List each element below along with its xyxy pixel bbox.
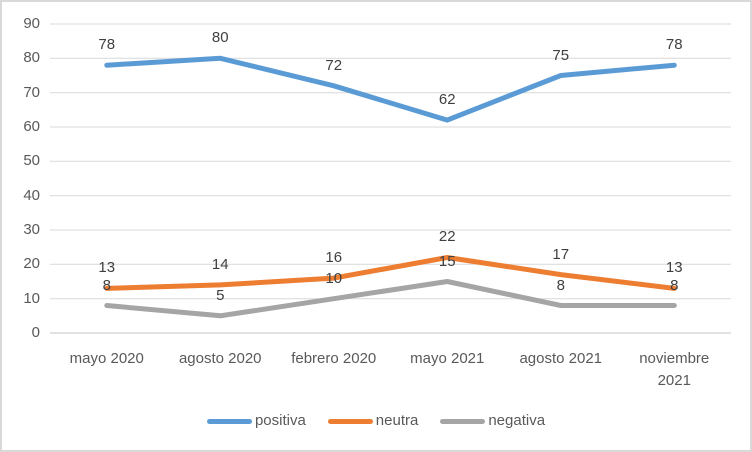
data-label-neutra: 13 [98,259,116,277]
data-label-positiva: 80 [211,29,229,47]
chart-legend: positiva neutra negativa [2,412,750,430]
y-axis-tick-label: 50 [23,152,40,170]
legend-line-swatch-positiva [206,418,252,424]
data-label-positiva: 78 [665,36,683,54]
x-axis-category-label: agosto 2020 [178,350,262,367]
y-axis-tick-label: 90 [23,15,40,32]
x-axis-category-label: agosto 2021 [519,350,603,367]
y-axis-tick-label: 40 [23,186,40,204]
data-label-neutra: 17 [552,245,570,263]
data-label-positiva: 75 [552,46,570,64]
x-axis-category-label: mayo 2020 [69,350,144,367]
legend-item-neutra: neutra [327,412,419,430]
data-label-positiva: 72 [325,56,343,74]
y-axis-tick-label: 0 [31,324,40,341]
data-label-positiva: 78 [98,36,116,54]
legend-line-swatch-negativa [440,418,486,424]
legend-label: negativa [488,412,546,429]
legend-item-positiva: positiva [206,412,306,430]
data-label-neutra: 14 [211,255,229,273]
y-axis-tick-label: 70 [23,83,40,101]
legend-item-negativa: negativa [440,412,545,430]
y-axis-tick-label: 80 [23,49,40,67]
data-label-negativa: 8 [556,276,565,294]
legend-label: neutra [375,412,419,429]
x-axis-category-label: noviembre 2021 [639,350,710,389]
data-label-negativa: 5 [216,286,225,304]
y-axis-tick-label: 60 [23,118,40,135]
series-line-neutra [104,255,677,291]
data-label-negativa: 8 [670,276,679,294]
data-label-neutra: 22 [438,228,456,246]
legend-label: positiva [254,412,306,429]
data-label-positiva: 62 [438,91,456,109]
y-axis-tick-label: 30 [23,221,40,238]
series-line-negativa [104,279,677,319]
x-axis-category-label: mayo 2021 [410,350,485,367]
y-axis-tick-label: 20 [23,255,40,273]
data-label-negativa: 15 [438,252,456,270]
data-label-negativa: 10 [325,269,343,287]
legend-line-swatch-neutra [327,418,373,424]
data-label-neutra: 16 [325,249,343,267]
data-label-negativa: 8 [102,276,111,294]
x-axis-category-label: febrero 2020 [291,350,377,367]
series-line-positiva [104,55,677,123]
data-label-neutra: 13 [665,259,683,277]
y-axis-tick-label: 10 [23,289,40,307]
